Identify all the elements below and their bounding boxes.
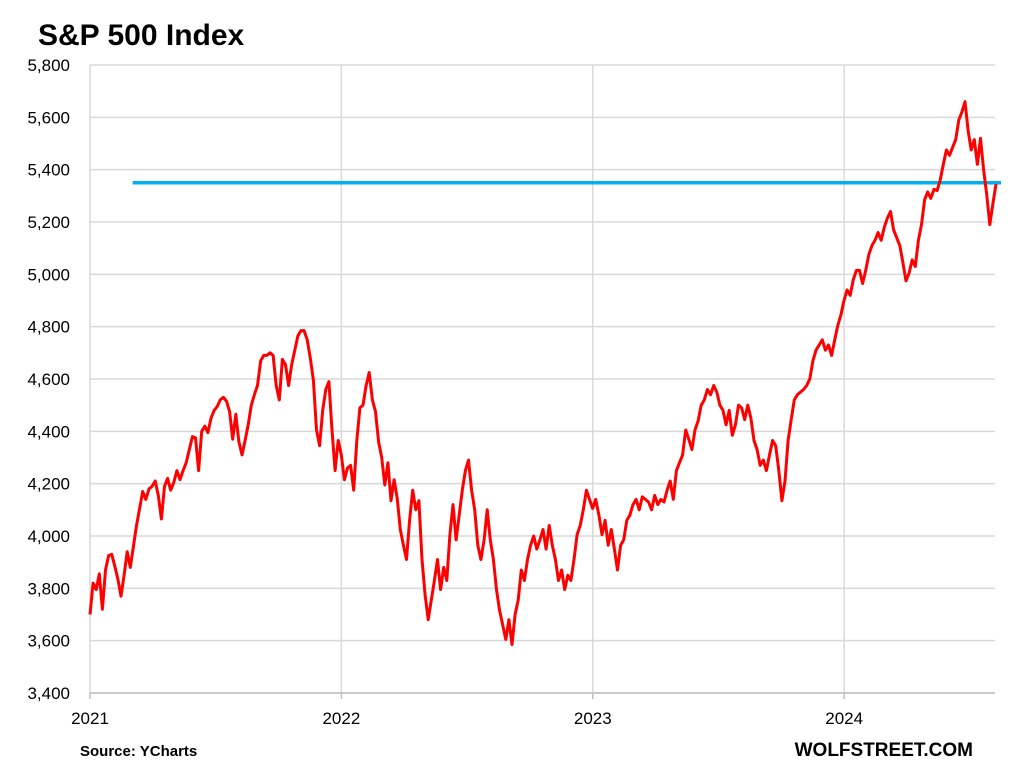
y-tick-label: 3,800 bbox=[27, 579, 70, 598]
y-tick-label: 4,200 bbox=[27, 475, 70, 494]
gridlines bbox=[89, 64, 995, 699]
chart-title: S&P 500 Index bbox=[38, 19, 245, 52]
y-tick-label: 3,600 bbox=[27, 632, 70, 651]
x-axis-ticks: 2021 2022 2023 2024 bbox=[71, 709, 863, 728]
y-tick-label: 5,600 bbox=[27, 108, 70, 127]
y-tick-label: 4,400 bbox=[27, 422, 70, 441]
x-tick-label: 2024 bbox=[825, 709, 863, 728]
series-line-sp500 bbox=[88, 100, 998, 647]
y-tick-label: 5,000 bbox=[27, 265, 70, 284]
x-tick-label: 2023 bbox=[574, 709, 612, 728]
x-tick-label: 2022 bbox=[322, 709, 360, 728]
y-tick-label: 5,200 bbox=[27, 213, 70, 232]
y-axis-ticks: 3,400 3,600 3,800 4,000 4,200 4,400 4,600 4,800… bbox=[27, 56, 70, 703]
y-tick-label: 4,800 bbox=[27, 318, 70, 337]
y-tick-label: 5,400 bbox=[27, 161, 70, 180]
y-tick-label: 5,800 bbox=[27, 56, 70, 75]
y-tick-label: 3,400 bbox=[27, 684, 70, 703]
y-tick-label: 4,000 bbox=[27, 527, 70, 546]
y-tick-label: 4,600 bbox=[27, 370, 70, 389]
x-tick-label: 2021 bbox=[71, 709, 109, 728]
wolfstreet-watermark: WOLFSTREET.COM bbox=[795, 740, 973, 761]
source-label: Source: YCharts bbox=[80, 743, 197, 760]
